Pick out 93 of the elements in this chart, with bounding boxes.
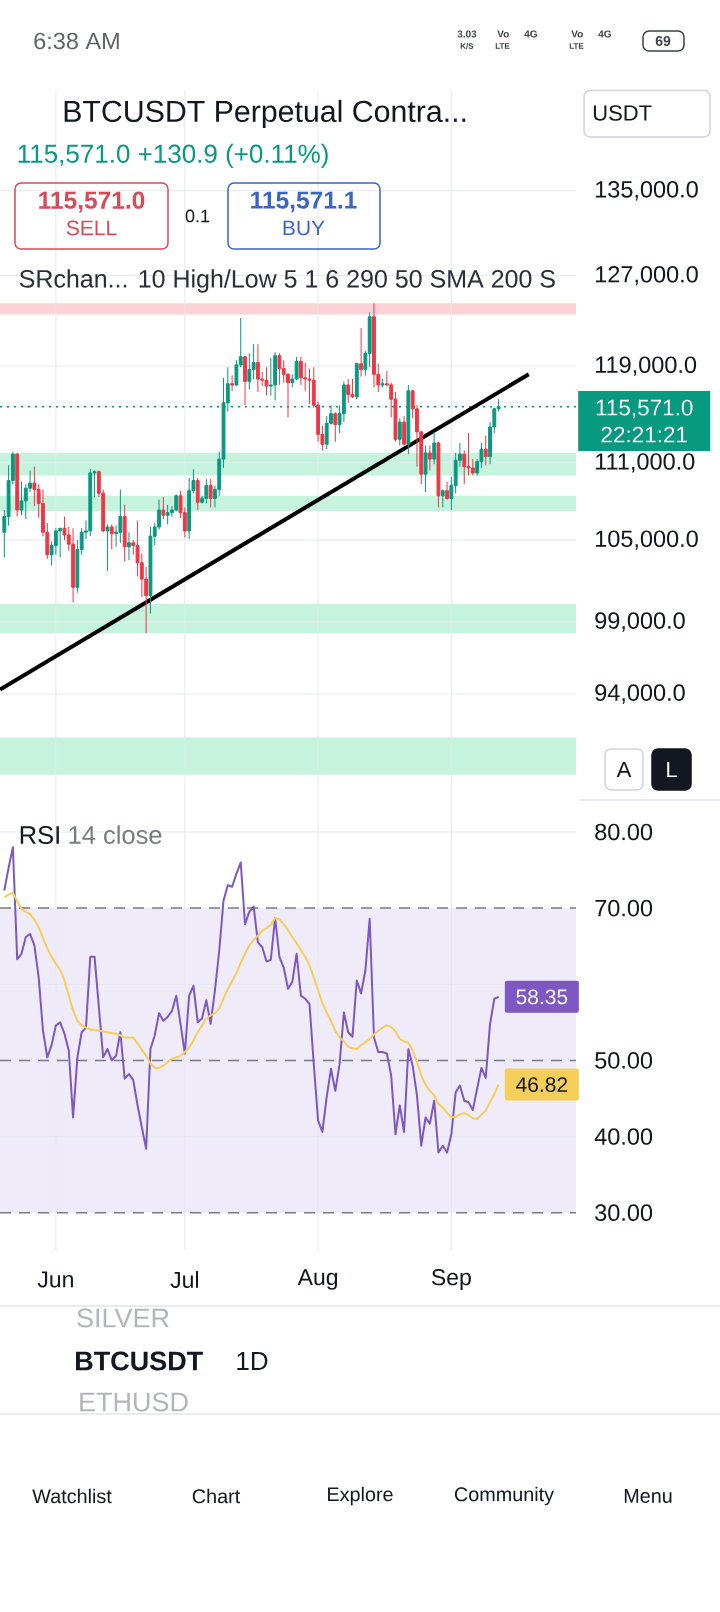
- candlestick: [230, 374, 235, 392]
- candlestick: [273, 351, 278, 401]
- annotation: SRchan... 10 High/Low 5 1 6 290 50 SMA 200 S: [19, 269, 555, 293]
- candlestick: [127, 531, 131, 561]
- candlestick: [19, 481, 24, 516]
- text: Vo: [571, 30, 583, 38]
- text: 3.03: [457, 30, 477, 38]
- y-tick-label: 99,000.0: [595, 612, 685, 632]
- text: Explore: [328, 1486, 393, 1506]
- candlestick: [359, 327, 363, 378]
- text: 22:21:21: [601, 426, 687, 443]
- candlestick: [432, 431, 437, 465]
- annotation: BUY: [283, 220, 325, 236]
- candlestick: [122, 504, 127, 562]
- candlestick: [71, 527, 75, 603]
- annotation: 0.1: [185, 209, 210, 223]
- text: 4G: [598, 30, 611, 38]
- text: Chart: [192, 1488, 241, 1504]
- candlestick: [15, 452, 20, 518]
- annotation: SELL: [66, 220, 117, 236]
- candlestick: [165, 504, 170, 525]
- x-tick-label: Jun: [37, 1271, 73, 1288]
- y-tick-label: 94,000.0: [595, 684, 685, 704]
- text: BTCUSDT: [76, 1351, 203, 1371]
- text: 14 close: [69, 825, 162, 845]
- candlestick: [256, 343, 260, 393]
- candlestick: [118, 488, 123, 544]
- candlestick: [423, 444, 428, 493]
- candlestick: [427, 444, 432, 471]
- y-tick-label: 80.00: [595, 823, 653, 841]
- candlestick: [105, 523, 110, 572]
- candlestick: [483, 435, 488, 466]
- candlestick: [307, 367, 312, 405]
- text: A: [616, 761, 632, 778]
- annotation: 115,571.0: [39, 191, 145, 213]
- candlestick: [380, 378, 385, 388]
- candlestick: [109, 523, 114, 550]
- text: USDT: [593, 105, 652, 121]
- candlestick: [372, 302, 376, 388]
- candlestick: [58, 527, 63, 558]
- candlestick: [406, 384, 411, 455]
- candlestick: [148, 526, 153, 615]
- candlestick: [350, 378, 355, 399]
- data-label: 46.82: [516, 1077, 568, 1093]
- y-tick-label: 135,000.0: [596, 181, 698, 201]
- text: SILVER: [77, 1308, 169, 1328]
- y-tick-label: 127,000.0: [596, 265, 698, 286]
- candlestick: [208, 478, 213, 508]
- text: 4G: [524, 30, 537, 38]
- annotation: 115,571.1: [251, 191, 357, 213]
- candlestick: [195, 477, 200, 511]
- x-tick-label: Sep: [431, 1269, 471, 1290]
- y-tick-label: 40.00: [594, 1128, 653, 1145]
- text: Community: [454, 1486, 555, 1506]
- text: 69: [655, 36, 671, 46]
- data-label: 58.35: [516, 989, 568, 1005]
- candlestick: [333, 411, 338, 443]
- candlestick: [161, 496, 166, 520]
- text: RSI: [20, 825, 59, 845]
- text: 6:38 AM: [34, 32, 119, 50]
- line-series: [3, 846, 500, 1154]
- text: K/S: [460, 43, 474, 49]
- candlestick: [88, 468, 93, 537]
- text: LTE: [569, 43, 584, 49]
- candlestick: [402, 415, 406, 446]
- text: ETHUSD: [80, 1392, 188, 1412]
- candlestick: [204, 478, 209, 505]
- candlestick: [445, 481, 449, 501]
- ref-line-label: 70.00: [595, 899, 653, 917]
- candlestick: [440, 488, 445, 508]
- candlestick: [346, 378, 351, 404]
- y-tick-label: 119,000.0: [596, 356, 697, 376]
- text: L: [667, 761, 677, 778]
- chart-title: BTCUSDT Perpetual Contra...: [64, 99, 466, 129]
- text: 115,571.0 +130.9 (+0.11%): [18, 143, 328, 169]
- text: Watchlist: [32, 1488, 112, 1504]
- text: LTE: [495, 43, 510, 49]
- x-tick-label: Jul: [170, 1271, 198, 1288]
- ref-line-label: 115,571.0: [596, 399, 693, 419]
- y-tick-label: 111,000.0: [596, 453, 695, 473]
- text: Vo: [497, 30, 509, 38]
- candlestick: [243, 355, 247, 406]
- candlestick: [397, 418, 402, 446]
- candlestick: [354, 362, 359, 400]
- text: Menu: [624, 1489, 672, 1503]
- text: 1D: [237, 1352, 268, 1370]
- ref-line-label: 50.00: [595, 1052, 653, 1069]
- x-tick-label: Aug: [297, 1269, 338, 1290]
- y-tick-label: 105,000.0: [596, 530, 698, 550]
- ref-line-label: 30.00: [595, 1204, 653, 1222]
- candlestick: [264, 366, 269, 397]
- candlestick: [436, 441, 441, 508]
- candlestick: [277, 352, 282, 386]
